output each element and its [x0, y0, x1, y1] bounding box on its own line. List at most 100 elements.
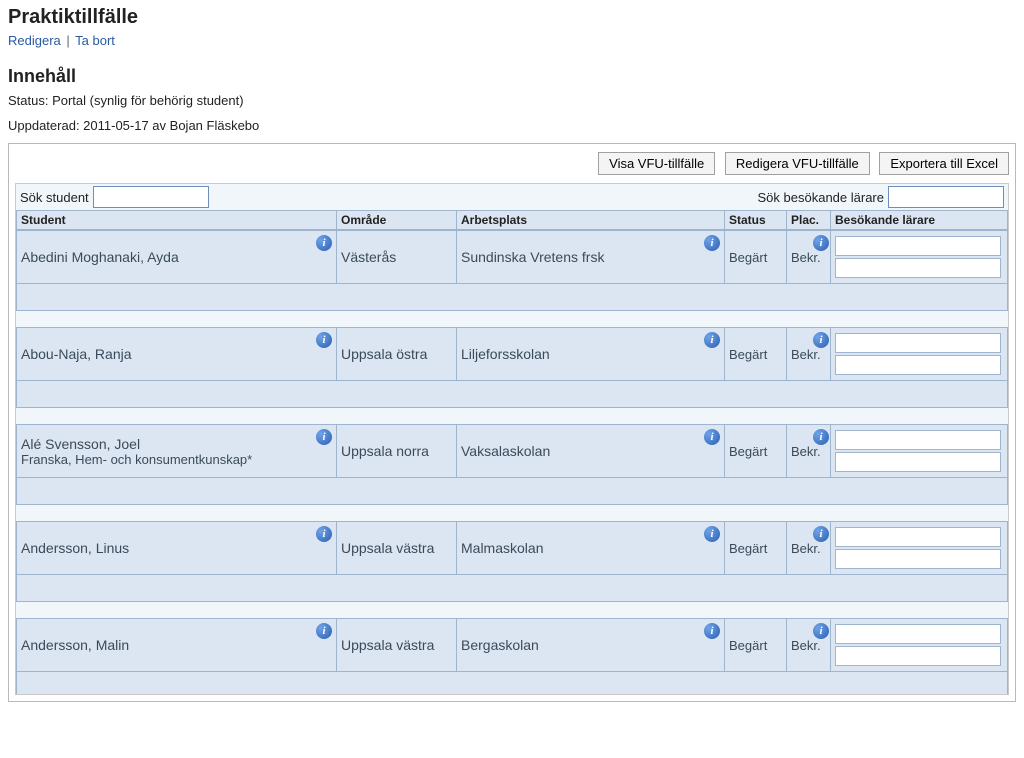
- status-cell: Begärt: [725, 328, 787, 381]
- student-cell: Abedini Moghanaki, Aydai: [17, 231, 337, 284]
- record-block: Andersson, LinusiUppsala västraMalmaskol…: [16, 521, 1008, 602]
- action-links: Redigera | Ta bort: [8, 33, 1016, 48]
- student-name: Andersson, Malin: [21, 637, 332, 653]
- teacher-input-2[interactable]: [835, 646, 1001, 666]
- teacher-cell: [831, 328, 1008, 381]
- student-name: Abou-Naja, Ranja: [21, 346, 332, 362]
- col-plac[interactable]: Plac.: [787, 211, 831, 230]
- student-cell: Andersson, Malini: [17, 619, 337, 672]
- search-teacher-label: Sök besökande lärare: [758, 190, 884, 205]
- status-cell: Begärt: [725, 425, 787, 478]
- arbetsplats-text: Liljeforsskolan: [461, 346, 550, 362]
- plac-text: Bekr.: [791, 347, 821, 362]
- plac-cell: Bekr.i: [787, 522, 831, 575]
- edit-vfu-button[interactable]: Redigera VFU-tillfälle: [725, 152, 870, 175]
- status-cell: Begärt: [725, 522, 787, 575]
- teacher-cell: [831, 619, 1008, 672]
- col-student[interactable]: Student: [17, 211, 337, 230]
- teacher-cell: [831, 231, 1008, 284]
- record-table: Abou-Naja, RanjaiUppsala östraLiljeforss…: [16, 327, 1008, 408]
- record-subrow: [17, 284, 1008, 311]
- plac-text: Bekr.: [791, 250, 821, 265]
- teacher-input-2[interactable]: [835, 258, 1001, 278]
- info-icon[interactable]: i: [813, 526, 829, 542]
- page-root: Praktiktillfälle Redigera | Ta bort Inne…: [0, 0, 1024, 708]
- col-arbetsplats[interactable]: Arbetsplats: [457, 211, 725, 230]
- info-icon[interactable]: i: [704, 235, 720, 251]
- arbetsplats-cell: Sundinska Vretens frsk i: [457, 231, 725, 284]
- omrade-cell: Uppsala västra: [337, 619, 457, 672]
- teacher-input-1[interactable]: [835, 333, 1001, 353]
- info-icon[interactable]: i: [316, 526, 332, 542]
- student-cell: Alé Svensson, JoelFranska, Hem- och kons…: [17, 425, 337, 478]
- info-icon[interactable]: i: [813, 235, 829, 251]
- arbetsplats-cell: Malmaskolan i: [457, 522, 725, 575]
- records-scroll-region[interactable]: Sök student Sök besökande lärare Student…: [15, 183, 1009, 695]
- info-icon[interactable]: i: [704, 429, 720, 445]
- show-vfu-button[interactable]: Visa VFU-tillfälle: [598, 152, 715, 175]
- arbetsplats-cell: Liljeforsskolan i: [457, 328, 725, 381]
- info-icon[interactable]: i: [813, 332, 829, 348]
- student-name: Andersson, Linus: [21, 540, 332, 556]
- student-subjects: Franska, Hem- och konsumentkunskap*: [21, 452, 332, 467]
- teacher-input-1[interactable]: [835, 236, 1001, 256]
- plac-cell: Bekr.i: [787, 328, 831, 381]
- plac-cell: Bekr.i: [787, 619, 831, 672]
- teacher-input-2[interactable]: [835, 549, 1001, 569]
- records-container: Abedini Moghanaki, AydaiVästeråsSundinsk…: [16, 230, 1008, 695]
- student-cell: Andersson, Linusi: [17, 522, 337, 575]
- edit-link[interactable]: Redigera: [8, 33, 61, 48]
- col-status[interactable]: Status: [725, 211, 787, 230]
- record-block: Abedini Moghanaki, AydaiVästeråsSundinsk…: [16, 230, 1008, 311]
- record-block: Alé Svensson, JoelFranska, Hem- och kons…: [16, 424, 1008, 505]
- arbetsplats-cell: Vaksalaskolani: [457, 425, 725, 478]
- col-teacher[interactable]: Besökande lärare: [831, 211, 1008, 230]
- record-block: Abou-Naja, RanjaiUppsala östraLiljeforss…: [16, 327, 1008, 408]
- student-name: Abedini Moghanaki, Ayda: [21, 249, 332, 265]
- info-icon[interactable]: i: [704, 526, 720, 542]
- arbetsplats-text: Sundinska Vretens frsk: [461, 249, 604, 265]
- info-icon[interactable]: i: [316, 429, 332, 445]
- teacher-input-1[interactable]: [835, 430, 1001, 450]
- info-icon[interactable]: i: [316, 332, 332, 348]
- teacher-cell: [831, 425, 1008, 478]
- delete-link[interactable]: Ta bort: [75, 33, 115, 48]
- status-line: Status: Portal (synlig för behörig stude…: [8, 93, 1016, 108]
- export-excel-button[interactable]: Exportera till Excel: [879, 152, 1009, 175]
- student-cell: Abou-Naja, Ranjai: [17, 328, 337, 381]
- info-icon[interactable]: i: [316, 235, 332, 251]
- vfu-panel: Visa VFU-tillfälle Redigera VFU-tillfäll…: [8, 143, 1016, 702]
- search-student-input[interactable]: [93, 186, 209, 208]
- record-subrow: [17, 672, 1008, 696]
- teacher-input-1[interactable]: [835, 624, 1001, 644]
- omrade-cell: Västerås: [337, 231, 457, 284]
- link-separator: |: [64, 33, 71, 48]
- record-table: Abedini Moghanaki, AydaiVästeråsSundinsk…: [16, 230, 1008, 311]
- plac-text: Bekr.: [791, 638, 821, 653]
- teacher-input-1[interactable]: [835, 527, 1001, 547]
- teacher-input-2[interactable]: [835, 452, 1001, 472]
- col-omrade[interactable]: Område: [337, 211, 457, 230]
- plac-cell: Bekr.i: [787, 231, 831, 284]
- student-name: Alé Svensson, Joel: [21, 436, 332, 452]
- info-icon[interactable]: i: [316, 623, 332, 639]
- plac-text: Bekr.: [791, 444, 821, 459]
- updated-line: Uppdaterad: 2011-05-17 av Bojan Fläskebo: [8, 118, 1016, 133]
- search-teacher-input[interactable]: [888, 186, 1004, 208]
- info-icon[interactable]: i: [813, 623, 829, 639]
- record-subrow: [17, 381, 1008, 408]
- search-row: Sök student Sök besökande lärare: [16, 184, 1008, 210]
- teacher-input-2[interactable]: [835, 355, 1001, 375]
- page-title: Praktiktillfälle: [8, 6, 1016, 29]
- column-header-table: Student Område Arbetsplats Status Plac. …: [16, 210, 1008, 230]
- info-icon[interactable]: i: [704, 332, 720, 348]
- plac-cell: Bekr.i: [787, 425, 831, 478]
- info-icon[interactable]: i: [704, 623, 720, 639]
- arbetsplats-text: Malmaskolan: [461, 540, 543, 556]
- search-student-label: Sök student: [20, 190, 89, 205]
- info-icon[interactable]: i: [813, 429, 829, 445]
- record-subrow: [17, 575, 1008, 602]
- arbetsplats-text: Bergaskolan: [461, 637, 539, 653]
- record-subrow: [17, 478, 1008, 505]
- toolbar: Visa VFU-tillfälle Redigera VFU-tillfäll…: [9, 144, 1015, 183]
